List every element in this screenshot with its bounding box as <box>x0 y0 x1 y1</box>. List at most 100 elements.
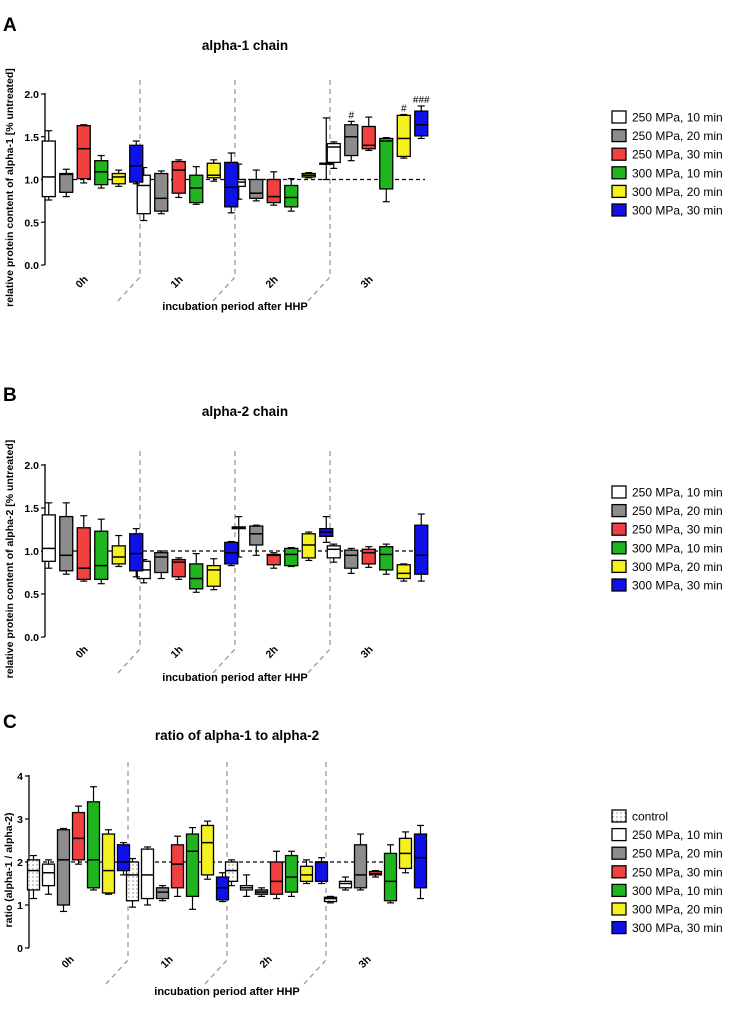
legend-label: 250 MPa, 30 min <box>632 523 723 537</box>
box-body <box>206 162 221 179</box>
legend-label: 300 MPa, 30 min <box>632 921 723 935</box>
box-body <box>171 558 186 578</box>
box-300-mpa-30-min <box>224 540 239 567</box>
significance-annotation: ### <box>413 95 430 106</box>
box-body <box>314 861 329 883</box>
box-body <box>41 514 56 562</box>
legend-label: 300 MPa, 20 min <box>632 185 723 199</box>
box-body <box>396 564 411 580</box>
box-300-mpa-20-min <box>101 829 116 895</box>
y-axis-label: relative protein content of alpha-1 [% u… <box>4 68 16 307</box>
box-body <box>326 545 341 559</box>
box-body <box>101 833 116 894</box>
box-250-mpa-20-min <box>249 169 264 202</box>
chart-title: ratio of alpha-1 to alpha-2 <box>155 728 319 743</box>
box-body <box>76 124 91 180</box>
x-tick-label: 1h <box>158 954 175 971</box>
y-tick-label: 1.0 <box>24 175 39 187</box>
legend-swatch <box>611 846 627 860</box>
box-body <box>284 184 299 208</box>
y-tick-label: 2.0 <box>24 460 39 472</box>
legend-entry: 300 MPa, 30 min <box>611 920 723 935</box>
legend-label: 300 MPa, 20 min <box>632 903 723 917</box>
box-300-mpa-30-min <box>414 513 429 582</box>
box-250-mpa-10-min <box>338 876 353 891</box>
box-body <box>224 161 239 208</box>
legend-label: 250 MPa, 10 min <box>632 111 723 125</box>
box-300-mpa-10-min <box>379 137 394 203</box>
y-tick-label: 1 <box>17 900 23 912</box>
box-body <box>200 824 215 876</box>
legend-label: 300 MPa, 10 min <box>632 541 723 555</box>
box-body <box>266 178 281 204</box>
legend-entry: 250 MPa, 10 min <box>611 827 723 842</box>
box-body <box>379 137 394 190</box>
box-250-mpa-30-min <box>266 552 281 569</box>
box-250-mpa-20-min <box>154 170 169 215</box>
y-tick-label: 0 <box>17 943 23 955</box>
group-separator-diagonal <box>307 276 331 302</box>
box-body <box>154 552 169 574</box>
panel-letter: C <box>3 712 17 733</box>
box-body <box>323 896 338 903</box>
box-300-mpa-20-min <box>206 159 221 182</box>
box-250-mpa-10-min <box>41 502 56 569</box>
box-body <box>59 172 74 193</box>
x-tick-label: 3h <box>358 274 375 291</box>
legend-entry: 300 MPa, 20 min <box>611 184 723 199</box>
legend-entry: 250 MPa, 10 min <box>611 110 723 125</box>
box-300-mpa-10-min <box>94 518 109 585</box>
box-body <box>94 530 109 581</box>
legend-swatch <box>611 578 627 592</box>
box-body <box>344 124 359 157</box>
box-body <box>284 547 299 567</box>
x-tick-label: 1h <box>168 644 185 661</box>
legend-swatch <box>611 541 627 555</box>
legend-entry: 300 MPa, 30 min <box>611 203 723 218</box>
box-body <box>56 829 71 906</box>
box-300-mpa-20-min <box>299 859 314 885</box>
box-250-mpa-20-min <box>56 827 71 913</box>
box-body <box>41 863 56 887</box>
legend-swatch <box>611 920 627 935</box>
box-250-mpa-20-min <box>353 833 368 891</box>
box-250-mpa-10-min <box>41 859 56 895</box>
box-300-mpa-20-min <box>398 831 413 874</box>
legend-label: 300 MPa, 10 min <box>632 166 723 180</box>
legend-swatch <box>611 883 627 898</box>
box-250-mpa-30-min <box>171 557 186 580</box>
y-tick-label: 0.0 <box>24 632 39 644</box>
legend-entry: control <box>611 809 668 824</box>
box-body <box>284 854 299 893</box>
box-body <box>94 160 109 186</box>
box-250-mpa-20-min <box>154 550 169 580</box>
box-300-mpa-20-min <box>301 172 316 179</box>
y-tick-label: 1.0 <box>24 546 39 558</box>
legend-swatch <box>611 809 627 823</box>
x-tick-label: 2h <box>263 274 280 291</box>
box-body <box>338 880 353 889</box>
box-body <box>129 144 144 183</box>
box-300-mpa-30-min <box>215 872 230 903</box>
legend-label: 250 MPa, 30 min <box>632 865 723 879</box>
box-300-mpa-30-min: ### <box>413 95 430 140</box>
box-250-mpa-20-min: # <box>344 110 359 162</box>
box-body <box>383 852 398 902</box>
box-body <box>344 549 359 569</box>
box-body <box>299 865 314 882</box>
legend-swatch <box>611 184 627 199</box>
box-300-mpa-20-min <box>200 820 215 880</box>
box-300-mpa-30-min <box>413 824 428 900</box>
box-250-mpa-10-min <box>239 874 254 898</box>
box-body <box>353 844 368 889</box>
box-300-mpa-20-min <box>396 563 411 582</box>
legend-entry: 250 MPa, 20 min <box>611 503 723 518</box>
box-body <box>71 811 86 861</box>
box-300-mpa-30-min <box>129 528 144 578</box>
group-separator-diagonal <box>117 648 141 674</box>
legend-label: control <box>632 810 668 824</box>
legend-swatch <box>611 485 627 499</box>
legend-swatch <box>611 128 627 143</box>
box-300-mpa-10-min <box>189 166 204 205</box>
box-body <box>76 527 91 581</box>
